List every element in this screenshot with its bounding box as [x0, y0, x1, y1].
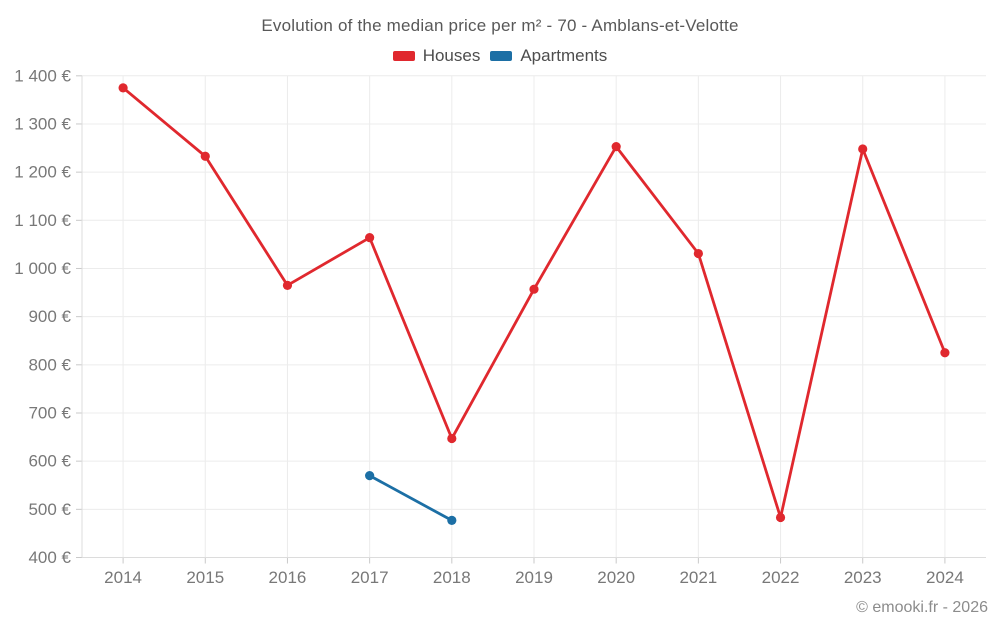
houses-data-point[interactable]	[611, 142, 621, 152]
houses-data-point[interactable]	[940, 348, 950, 358]
y-axis-label: 900 €	[28, 307, 71, 326]
apartments-series-swatch	[490, 51, 513, 61]
y-axis-label: 800 €	[28, 355, 71, 374]
x-axis-label: 2021	[679, 568, 717, 587]
legend-item-apartments[interactable]: Apartments	[490, 46, 607, 66]
copyright: © emooki.fr - 2026	[856, 599, 988, 616]
legend-item-houses[interactable]: Houses	[392, 46, 481, 66]
x-axis-label: 2022	[762, 568, 800, 587]
apartments-data-point[interactable]	[365, 471, 375, 481]
houses-data-point[interactable]	[365, 233, 375, 243]
x-axis-label: 2014	[104, 568, 142, 587]
houses-data-point[interactable]	[693, 248, 703, 259]
x-axis-label: 2023	[844, 568, 882, 587]
x-axis-label: 2016	[269, 568, 307, 587]
houses-data-point[interactable]	[200, 151, 210, 161]
x-axis-label: 2024	[926, 568, 964, 587]
y-axis-label: 1 400 €	[14, 66, 71, 85]
y-axis-label: 600 €	[28, 452, 71, 471]
apartments-legend-label: Apartments	[520, 46, 608, 65]
x-axis-label: 2020	[597, 568, 635, 587]
houses-data-point[interactable]	[775, 512, 786, 523]
y-axis-label: 500 €	[28, 500, 71, 519]
x-axis-label: 2018	[433, 568, 471, 587]
houses-data-point[interactable]	[529, 284, 539, 294]
apartments-series-line	[368, 474, 454, 522]
chart-title: Evolution of the median price per m² - 7…	[261, 16, 739, 35]
houses-series-swatch	[392, 51, 415, 61]
y-axis-label: 1 000 €	[14, 259, 71, 278]
y-axis-label: 1 100 €	[14, 211, 71, 230]
x-axis-label: 2017	[351, 568, 389, 587]
legend: Houses Apartments	[0, 46, 1000, 66]
y-axis-label: 1 200 €	[14, 163, 71, 182]
houses-data-point[interactable]	[282, 280, 293, 290]
x-axis-label: 2019	[515, 568, 553, 587]
x-axis-label: 2015	[186, 568, 224, 587]
houses-data-point[interactable]	[118, 83, 128, 93]
houses-data-point[interactable]	[858, 144, 868, 154]
houses-legend-label: Houses	[422, 46, 481, 65]
houses-data-point[interactable]	[447, 433, 457, 444]
y-axis-label: 700 €	[28, 403, 71, 422]
y-axis-label: 1 300 €	[14, 114, 71, 133]
y-axis-label: 400 €	[28, 548, 71, 567]
apartments-data-point[interactable]	[447, 515, 457, 526]
